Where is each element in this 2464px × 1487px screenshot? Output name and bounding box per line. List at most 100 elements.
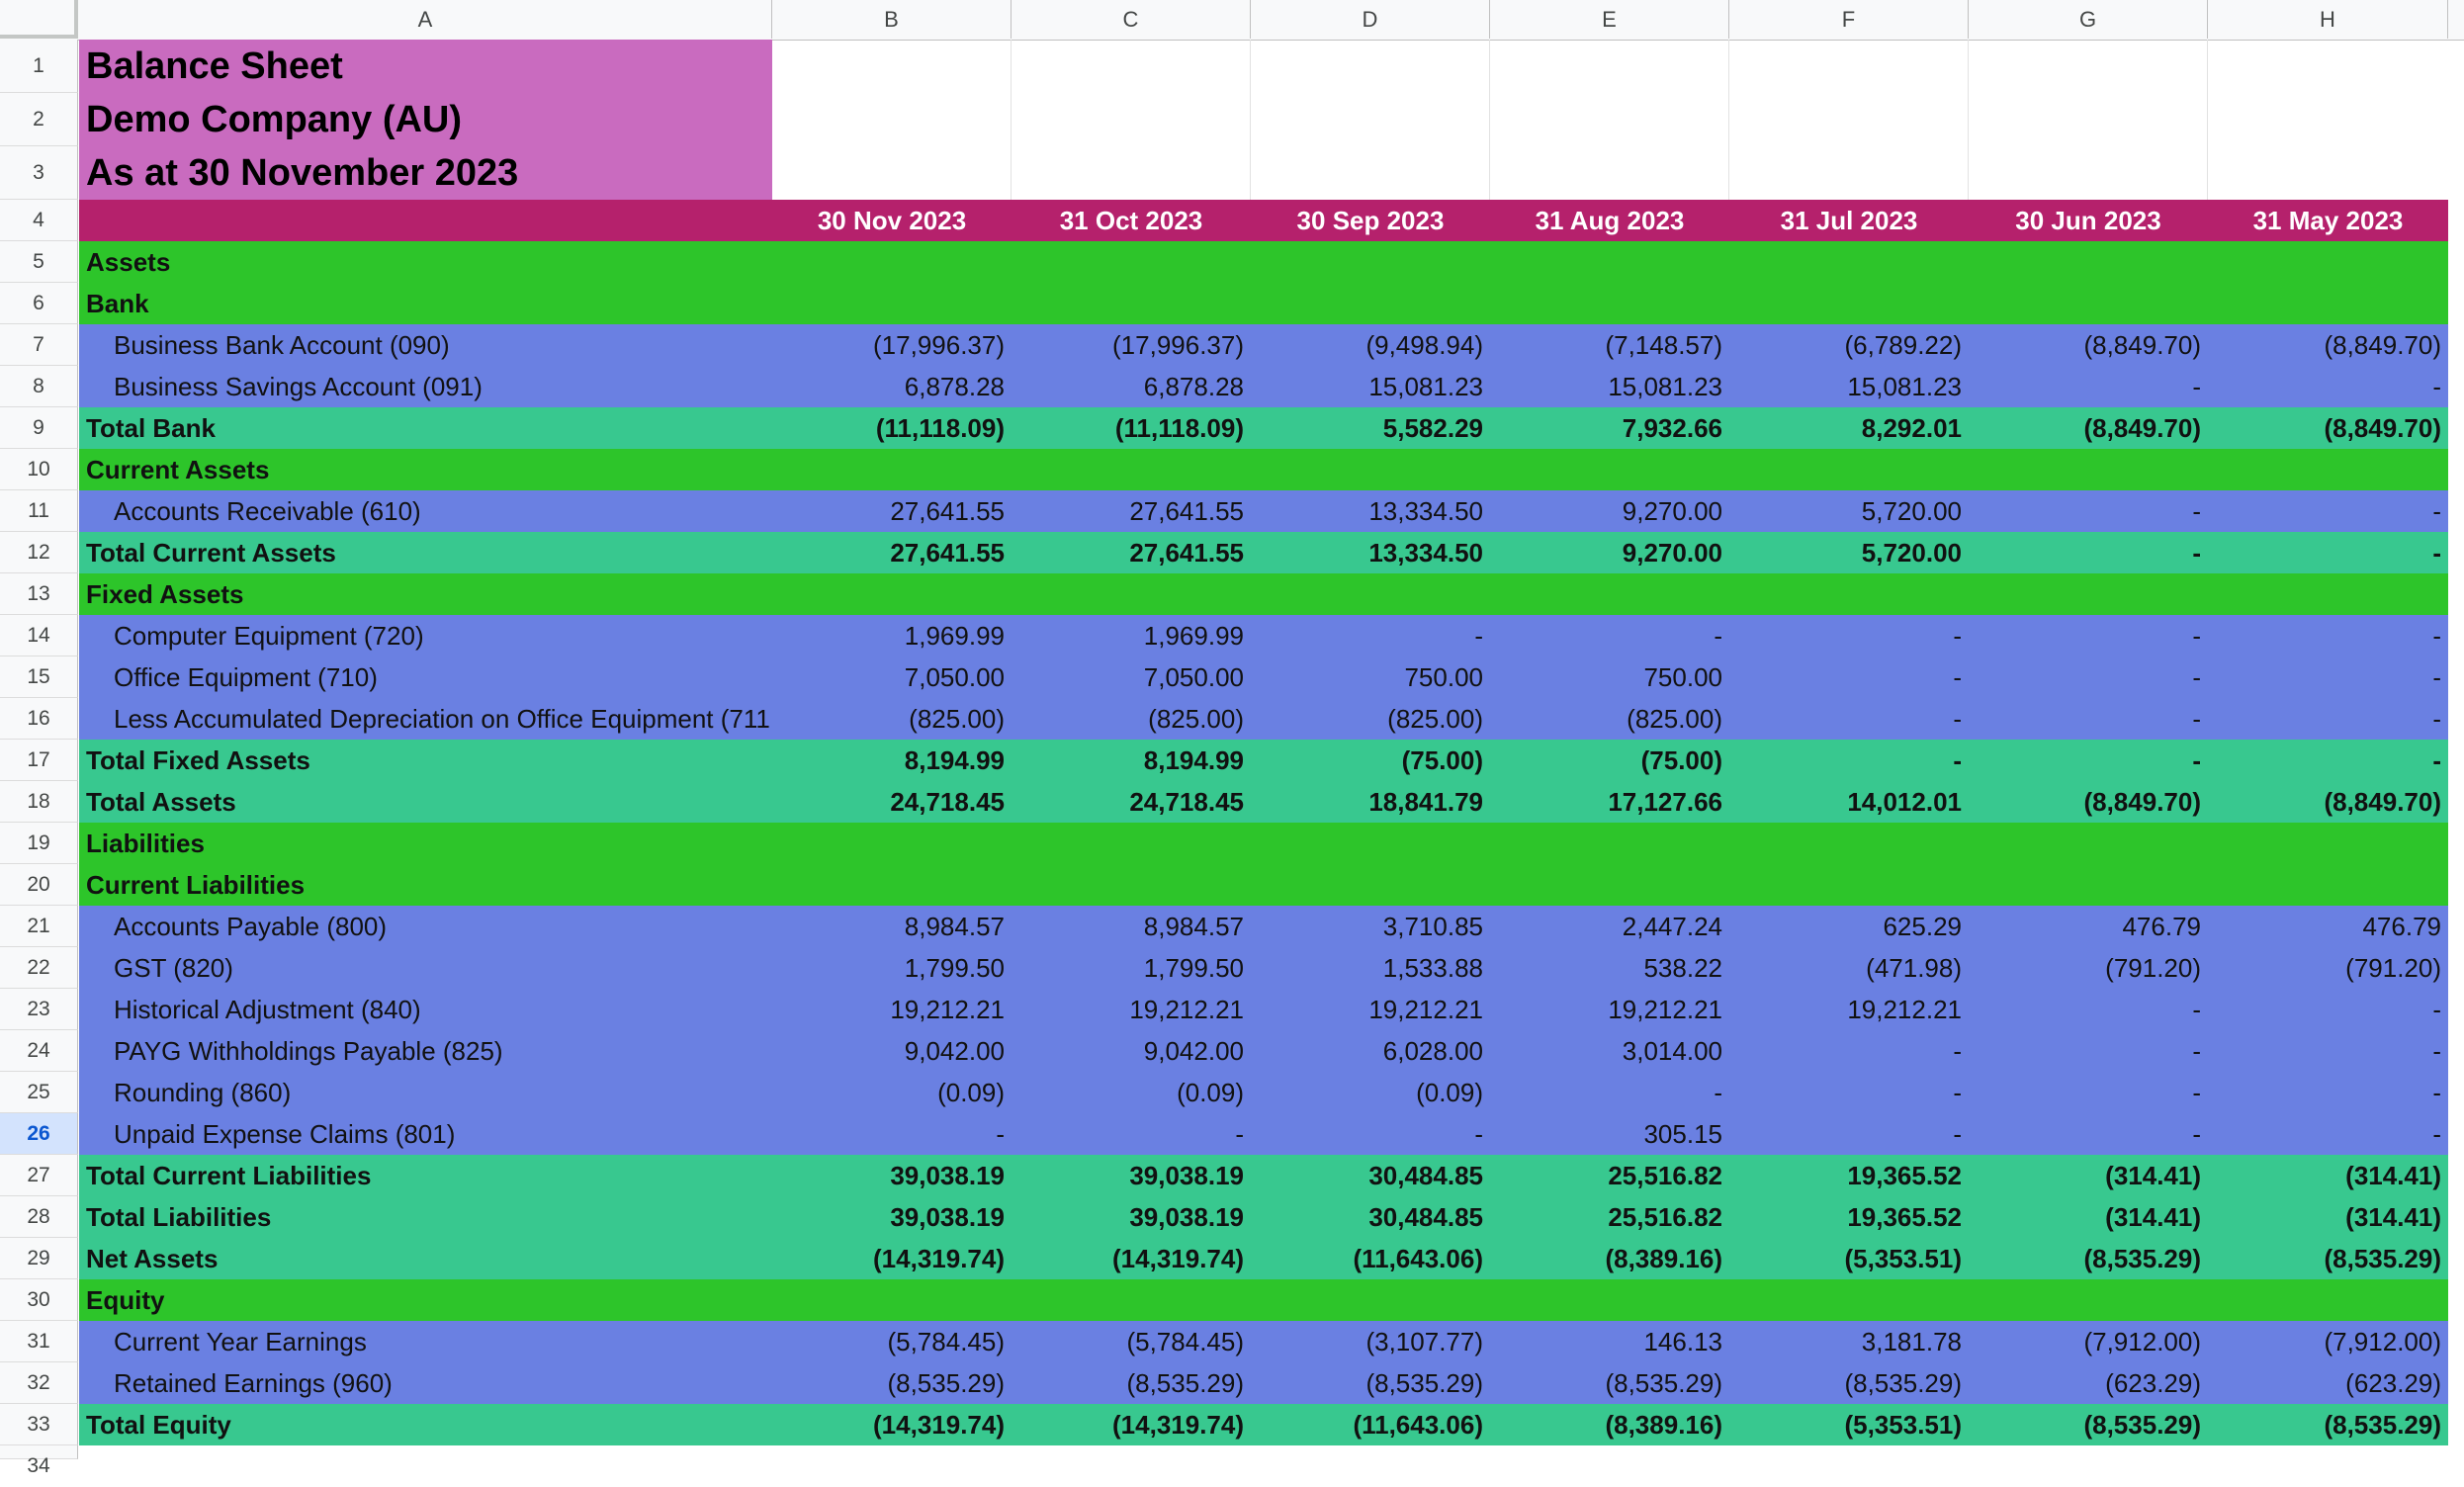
- value-cell[interactable]: (825.00): [909, 703, 1005, 734]
- value-cell[interactable]: (825.00): [1627, 703, 1722, 734]
- value-cell[interactable]: 5,720.00: [1861, 537, 1962, 568]
- value-cell[interactable]: -: [2192, 371, 2201, 401]
- row-label[interactable]: Net Assets: [86, 1243, 219, 1273]
- row-label[interactable]: Liabilities: [86, 828, 205, 858]
- row-label[interactable]: Current Liabilities: [86, 869, 306, 900]
- value-cell[interactable]: (8,535.29): [2083, 1409, 2201, 1440]
- value-cell[interactable]: 15,081.23: [1608, 371, 1722, 401]
- row-header-2[interactable]: 2: [0, 93, 78, 146]
- value-cell[interactable]: -: [2432, 744, 2441, 775]
- value-cell[interactable]: -: [1953, 1077, 1962, 1107]
- value-cell[interactable]: 305.15: [1643, 1118, 1722, 1149]
- value-cell[interactable]: 8,984.57: [904, 911, 1005, 941]
- row-label[interactable]: Accounts Receivable (610): [114, 495, 421, 526]
- column-header-a[interactable]: A: [79, 0, 772, 39]
- value-cell[interactable]: 1,799.50: [904, 952, 1005, 983]
- column-header-c[interactable]: C: [1012, 0, 1251, 39]
- value-cell[interactable]: (5,784.45): [887, 1326, 1005, 1356]
- value-cell[interactable]: 25,516.82: [1608, 1160, 1722, 1190]
- value-cell[interactable]: (314.41): [2345, 1160, 2441, 1190]
- value-cell[interactable]: 39,038.19: [1129, 1160, 1244, 1190]
- value-cell[interactable]: -: [1714, 620, 1722, 651]
- column-header-h[interactable]: H: [2208, 0, 2448, 39]
- value-cell[interactable]: (8,535.29): [2083, 1243, 2201, 1273]
- date-header-g[interactable]: 30 Jun 2023: [2015, 205, 2161, 235]
- value-cell[interactable]: (5,784.45): [1126, 1326, 1244, 1356]
- value-cell[interactable]: -: [1953, 703, 1962, 734]
- value-cell[interactable]: 7,050.00: [1143, 661, 1244, 692]
- value-cell[interactable]: 15,081.23: [1368, 371, 1483, 401]
- row-label[interactable]: Total Assets: [86, 786, 236, 817]
- value-cell[interactable]: (623.29): [2345, 1367, 2441, 1398]
- value-cell[interactable]: 8,194.99: [904, 744, 1005, 775]
- value-cell[interactable]: (8,535.29): [1605, 1367, 1722, 1398]
- row-header-7[interactable]: 7: [0, 324, 78, 366]
- value-cell[interactable]: (14,319.74): [1112, 1243, 1244, 1273]
- value-cell[interactable]: 25,516.82: [1608, 1201, 1722, 1232]
- date-header-f[interactable]: 31 Jul 2023: [1780, 205, 1918, 235]
- value-cell[interactable]: 19,212.21: [890, 994, 1005, 1024]
- value-cell[interactable]: (7,148.57): [1605, 329, 1722, 360]
- value-cell[interactable]: 1,799.50: [1143, 952, 1244, 983]
- value-cell[interactable]: 27,641.55: [1129, 495, 1244, 526]
- value-cell[interactable]: -: [2432, 620, 2441, 651]
- row-header-16[interactable]: 16: [0, 698, 78, 740]
- value-cell[interactable]: -: [1953, 1118, 1962, 1149]
- value-cell[interactable]: -: [2192, 1118, 2201, 1149]
- value-cell[interactable]: (17,996.37): [873, 329, 1005, 360]
- value-cell[interactable]: (8,389.16): [1605, 1243, 1722, 1273]
- value-cell[interactable]: (7,912.00): [2083, 1326, 2201, 1356]
- row-header-32[interactable]: 32: [0, 1362, 78, 1404]
- row-label[interactable]: Historical Adjustment (840): [114, 994, 421, 1024]
- value-cell[interactable]: 8,292.01: [1861, 412, 1962, 443]
- value-cell[interactable]: (314.41): [2105, 1201, 2201, 1232]
- value-cell[interactable]: 39,038.19: [1129, 1201, 1244, 1232]
- value-cell[interactable]: (9,498.94): [1365, 329, 1483, 360]
- value-cell[interactable]: (0.09): [1416, 1077, 1483, 1107]
- value-cell[interactable]: -: [1235, 1118, 1244, 1149]
- value-cell[interactable]: (8,849.70): [2083, 786, 2201, 817]
- value-cell[interactable]: 24,718.45: [1129, 786, 1244, 817]
- value-cell[interactable]: -: [1474, 1118, 1483, 1149]
- value-cell[interactable]: -: [1714, 1077, 1722, 1107]
- value-cell[interactable]: 19,212.21: [1129, 994, 1244, 1024]
- column-header-b[interactable]: B: [772, 0, 1012, 39]
- value-cell[interactable]: -: [2432, 661, 2441, 692]
- row-header-25[interactable]: 25: [0, 1072, 78, 1113]
- value-cell[interactable]: 625.29: [1883, 911, 1962, 941]
- value-cell[interactable]: (8,389.16): [1605, 1409, 1722, 1440]
- row-header-31[interactable]: 31: [0, 1321, 78, 1362]
- row-label[interactable]: GST (820): [114, 952, 233, 983]
- row-header-20[interactable]: 20: [0, 864, 78, 906]
- value-cell[interactable]: (3,107.77): [1365, 1326, 1483, 1356]
- value-cell[interactable]: (17,996.37): [1112, 329, 1244, 360]
- value-cell[interactable]: (8,535.29): [1126, 1367, 1244, 1398]
- row-label[interactable]: Assets: [86, 246, 171, 277]
- row-header-18[interactable]: 18: [0, 781, 78, 823]
- value-cell[interactable]: -: [2432, 371, 2441, 401]
- value-cell[interactable]: -: [2432, 703, 2441, 734]
- value-cell[interactable]: (0.09): [937, 1077, 1005, 1107]
- value-cell[interactable]: 19,212.21: [1368, 994, 1483, 1024]
- value-cell[interactable]: 6,878.28: [904, 371, 1005, 401]
- row-header-22[interactable]: 22: [0, 947, 78, 989]
- row-header-29[interactable]: 29: [0, 1238, 78, 1279]
- row-header-21[interactable]: 21: [0, 906, 78, 947]
- value-cell[interactable]: (8,535.29): [2324, 1243, 2441, 1273]
- value-cell[interactable]: 14,012.01: [1847, 786, 1962, 817]
- value-cell[interactable]: (8,535.29): [887, 1367, 1005, 1398]
- value-cell[interactable]: 18,841.79: [1368, 786, 1483, 817]
- row-header-26[interactable]: 26: [0, 1113, 78, 1155]
- value-cell[interactable]: -: [2432, 1118, 2441, 1149]
- date-header-d[interactable]: 30 Sep 2023: [1296, 205, 1445, 235]
- value-cell[interactable]: (8,535.29): [1844, 1367, 1962, 1398]
- value-cell[interactable]: 7,932.66: [1622, 412, 1722, 443]
- value-cell[interactable]: 7,050.00: [904, 661, 1005, 692]
- value-cell[interactable]: 1,969.99: [904, 620, 1005, 651]
- value-cell[interactable]: (6,789.22): [1844, 329, 1962, 360]
- value-cell[interactable]: 3,181.78: [1861, 1326, 1962, 1356]
- value-cell[interactable]: 9,042.00: [1143, 1035, 1244, 1066]
- value-cell[interactable]: 8,194.99: [1143, 744, 1244, 775]
- row-label[interactable]: Office Equipment (710): [114, 661, 378, 692]
- value-cell[interactable]: 6,878.28: [1143, 371, 1244, 401]
